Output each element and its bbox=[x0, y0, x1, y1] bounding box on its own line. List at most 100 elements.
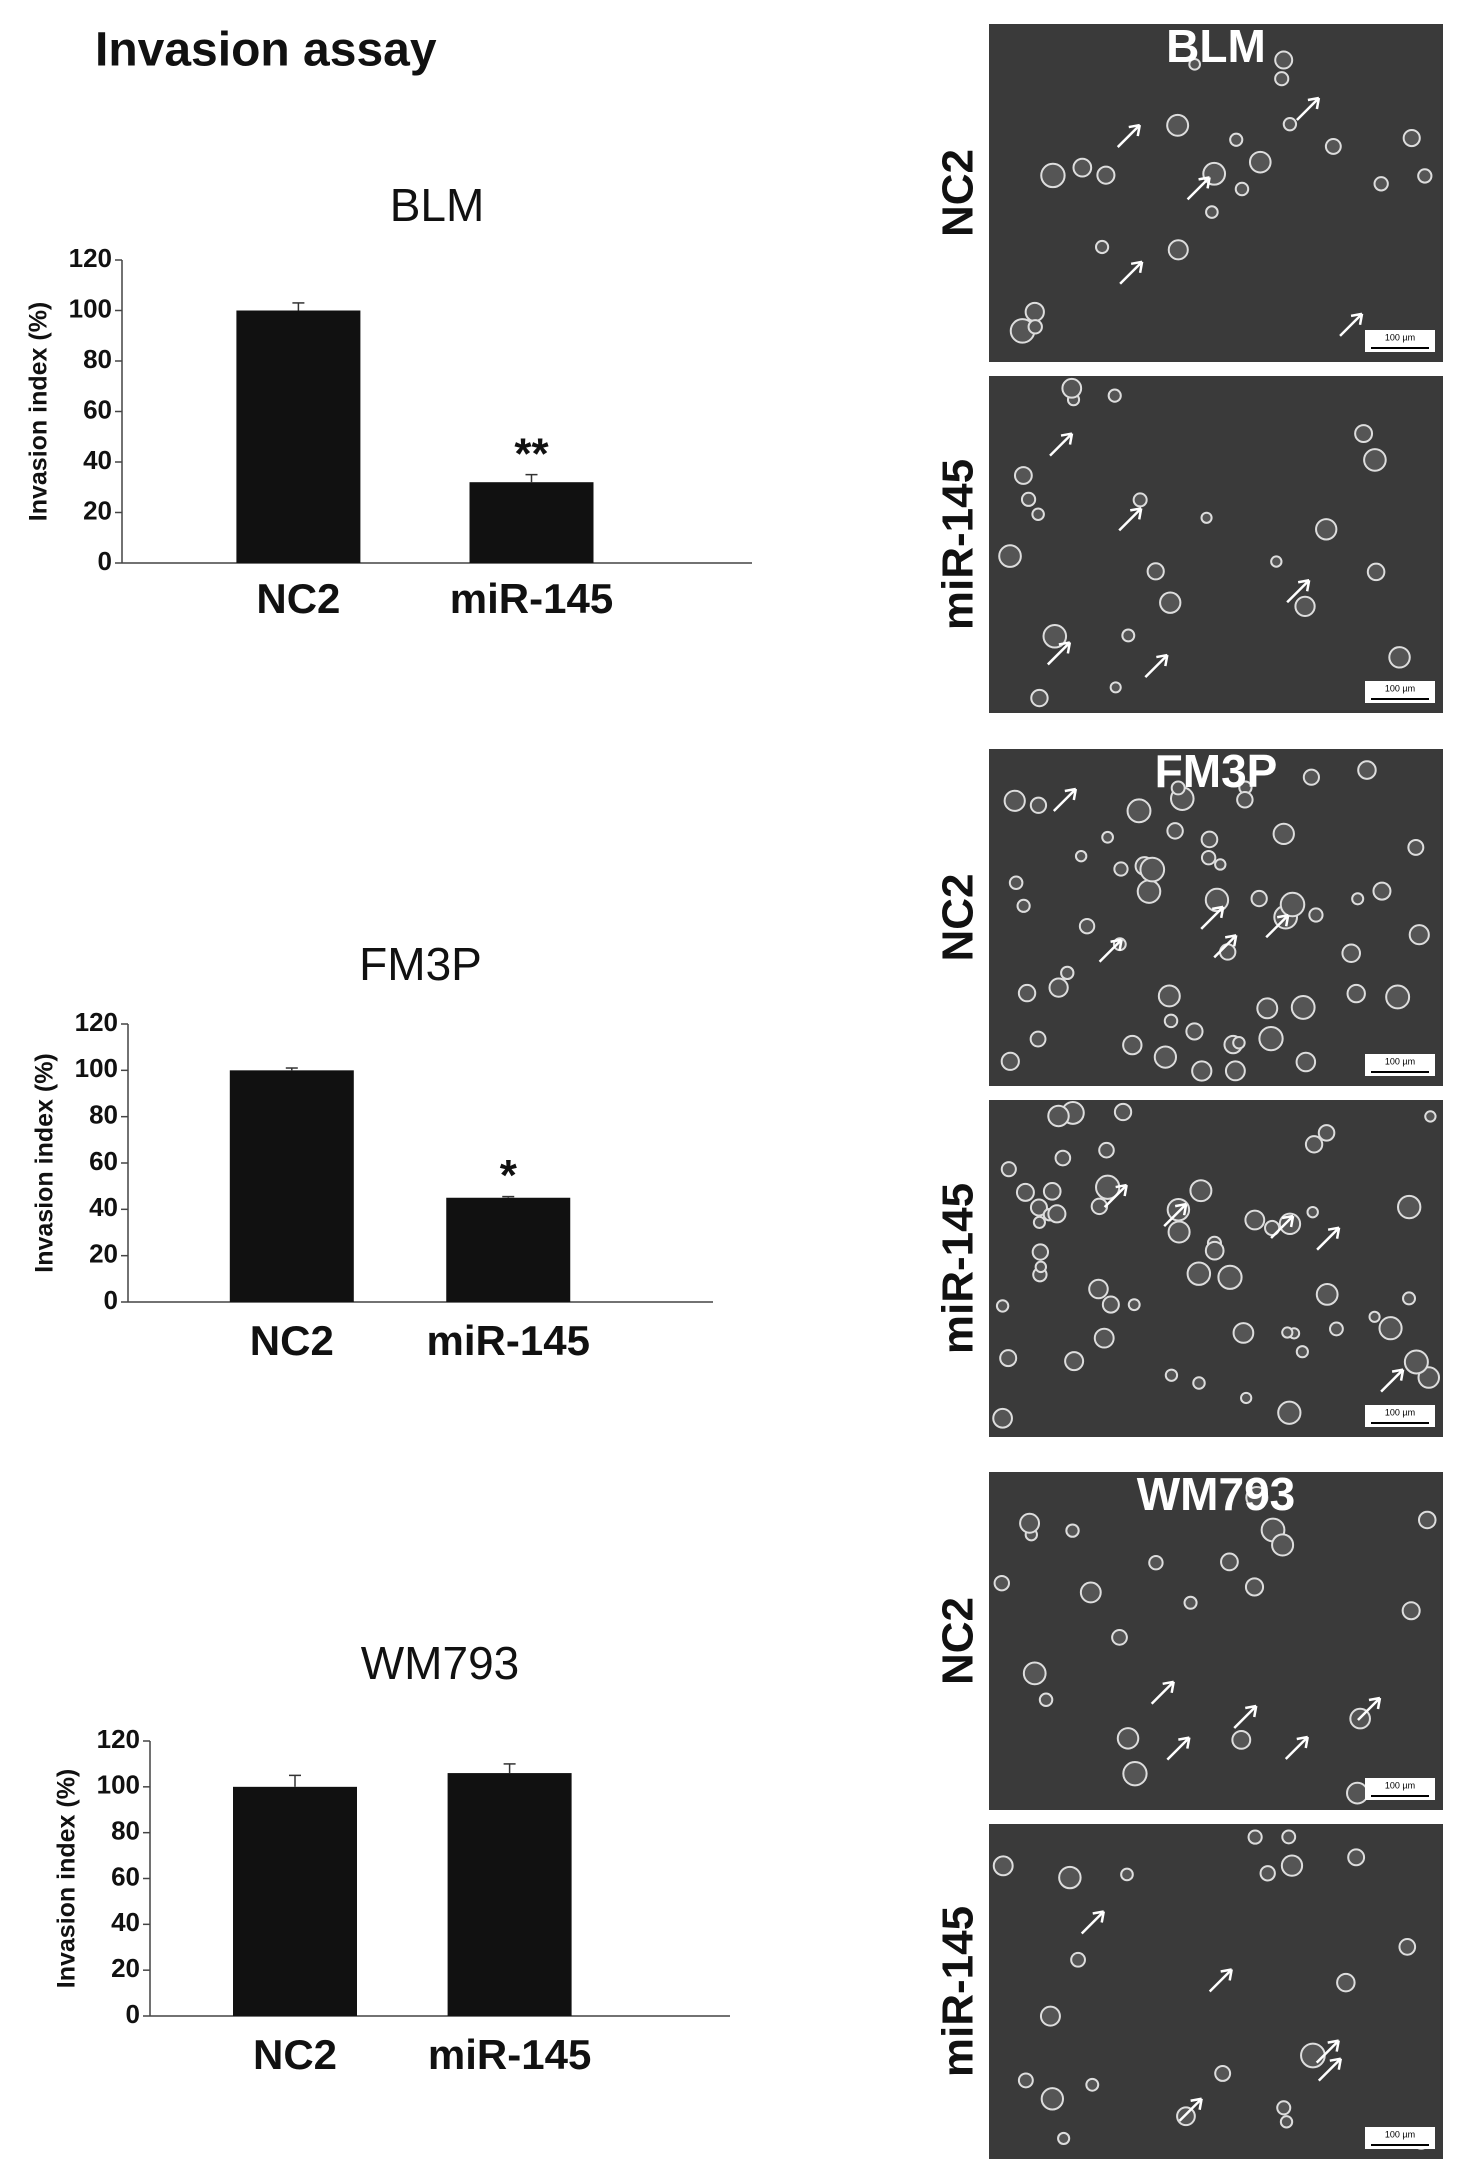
cell bbox=[1401, 1601, 1421, 1621]
arrow-head bbox=[1162, 1680, 1175, 1694]
micrograph: 100 µm bbox=[989, 749, 1443, 1086]
cell bbox=[1329, 1321, 1344, 1337]
cell bbox=[1220, 1552, 1239, 1572]
cell bbox=[1200, 511, 1213, 524]
y-tick-label: 0 bbox=[126, 1999, 140, 2029]
cell bbox=[1038, 1692, 1054, 1708]
arrow-head bbox=[1190, 2097, 1203, 2110]
cell bbox=[1294, 595, 1316, 618]
cell bbox=[1042, 624, 1068, 649]
cell bbox=[1185, 1022, 1204, 1041]
cell bbox=[1315, 1283, 1339, 1306]
cell bbox=[1282, 116, 1298, 132]
cell bbox=[1354, 424, 1374, 444]
cell bbox=[1407, 838, 1425, 856]
cell bbox=[1024, 301, 1045, 323]
y-axis-label: Invasion index (%) bbox=[25, 302, 53, 521]
cell bbox=[1121, 628, 1136, 643]
cell bbox=[1256, 997, 1279, 1020]
cell bbox=[1205, 205, 1219, 219]
cell bbox=[1264, 1219, 1281, 1237]
cell bbox=[1240, 1391, 1253, 1405]
arrow bbox=[1296, 97, 1320, 121]
cell bbox=[1136, 879, 1162, 904]
cell bbox=[1302, 768, 1320, 786]
arrow-head bbox=[1281, 1214, 1295, 1228]
cell bbox=[1245, 1486, 1269, 1510]
cell bbox=[1032, 1215, 1046, 1229]
y-tick-label: 120 bbox=[97, 1724, 140, 1754]
x-tick-label: miR-145 bbox=[428, 2031, 591, 2078]
cell bbox=[1274, 71, 1290, 87]
micrograph: 100 µm bbox=[989, 1472, 1443, 1810]
cell bbox=[1295, 1345, 1309, 1359]
cell bbox=[1398, 1938, 1417, 1956]
arrow bbox=[1186, 176, 1211, 201]
cell bbox=[1015, 1182, 1035, 1202]
cell bbox=[1170, 780, 1186, 796]
cell bbox=[992, 1855, 1014, 1877]
y-tick-label: 20 bbox=[89, 1239, 118, 1269]
y-tick-label: 20 bbox=[111, 1953, 140, 1983]
cell bbox=[1164, 1368, 1179, 1382]
cell bbox=[1061, 377, 1083, 399]
cell bbox=[1204, 1240, 1225, 1261]
y-tick-label: 40 bbox=[89, 1192, 118, 1222]
cell bbox=[1244, 1209, 1266, 1231]
cell bbox=[1039, 2005, 1061, 2027]
cell-line-label: BLM bbox=[1166, 20, 1266, 72]
cell bbox=[1259, 1865, 1276, 1882]
cell bbox=[1402, 1291, 1417, 1306]
arrow-head bbox=[1174, 1202, 1188, 1216]
cell bbox=[1281, 1326, 1294, 1339]
cell bbox=[1214, 858, 1227, 871]
cell bbox=[1204, 887, 1230, 913]
arrow-head bbox=[1092, 1910, 1105, 1923]
y-tick-label: 100 bbox=[75, 1053, 118, 1083]
cell bbox=[1048, 977, 1069, 998]
cell bbox=[1363, 448, 1387, 472]
cell bbox=[1153, 1045, 1178, 1069]
cell bbox=[1027, 319, 1043, 335]
bar bbox=[229, 1070, 354, 1302]
y-tick-label: 20 bbox=[83, 495, 112, 525]
cell bbox=[1022, 1661, 1047, 1686]
cell bbox=[1166, 113, 1190, 137]
arrow bbox=[1080, 1910, 1105, 1935]
cell bbox=[1236, 791, 1254, 809]
arrow bbox=[1380, 1368, 1404, 1393]
cell bbox=[1070, 1951, 1086, 1968]
arrow bbox=[1233, 1705, 1258, 1729]
cell bbox=[1159, 591, 1182, 614]
arrow bbox=[1213, 934, 1238, 959]
cell bbox=[1101, 1295, 1120, 1314]
arrow-head bbox=[1329, 2057, 1343, 2070]
cell bbox=[1094, 239, 1110, 255]
arrow-head bbox=[1297, 579, 1311, 592]
cell-line-label: WM793 bbox=[1137, 1468, 1295, 1520]
arrow bbox=[1286, 579, 1311, 604]
arrow bbox=[1098, 938, 1123, 963]
cell bbox=[1078, 917, 1096, 935]
cell bbox=[1016, 898, 1031, 913]
cell bbox=[1317, 1124, 1336, 1142]
cell bbox=[1122, 1034, 1143, 1056]
cell bbox=[1088, 1278, 1109, 1300]
cell bbox=[1229, 132, 1244, 147]
cell bbox=[1271, 1533, 1295, 1557]
cell bbox=[1217, 1264, 1243, 1290]
cell bbox=[1306, 1205, 1319, 1219]
scale-bar-box bbox=[1365, 1054, 1435, 1076]
arrow-head bbox=[1110, 938, 1123, 951]
cell bbox=[1274, 50, 1294, 70]
cell bbox=[1372, 881, 1392, 901]
cell bbox=[1308, 907, 1324, 923]
cell bbox=[1064, 1351, 1085, 1372]
cell bbox=[1040, 2087, 1065, 2111]
cell bbox=[1040, 162, 1066, 189]
cell bbox=[1324, 137, 1342, 155]
bar bbox=[447, 1773, 572, 2016]
cell bbox=[1113, 861, 1129, 877]
scale-bar-label: 100 µm bbox=[1385, 683, 1415, 693]
cell bbox=[1148, 1554, 1164, 1571]
